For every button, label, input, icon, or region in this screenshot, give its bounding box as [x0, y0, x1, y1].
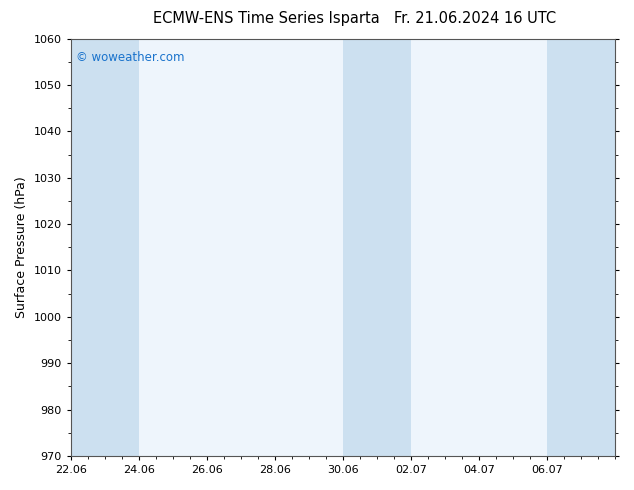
Bar [343, 39, 411, 456]
Text: Fr. 21.06.2024 16 UTC: Fr. 21.06.2024 16 UTC [394, 11, 557, 26]
Text: © woweather.com: © woweather.com [76, 51, 184, 64]
Bar [547, 39, 615, 456]
Bar [71, 39, 139, 456]
Text: ECMW-ENS Time Series Isparta: ECMW-ENS Time Series Isparta [153, 11, 380, 26]
Y-axis label: Surface Pressure (hPa): Surface Pressure (hPa) [15, 176, 28, 318]
